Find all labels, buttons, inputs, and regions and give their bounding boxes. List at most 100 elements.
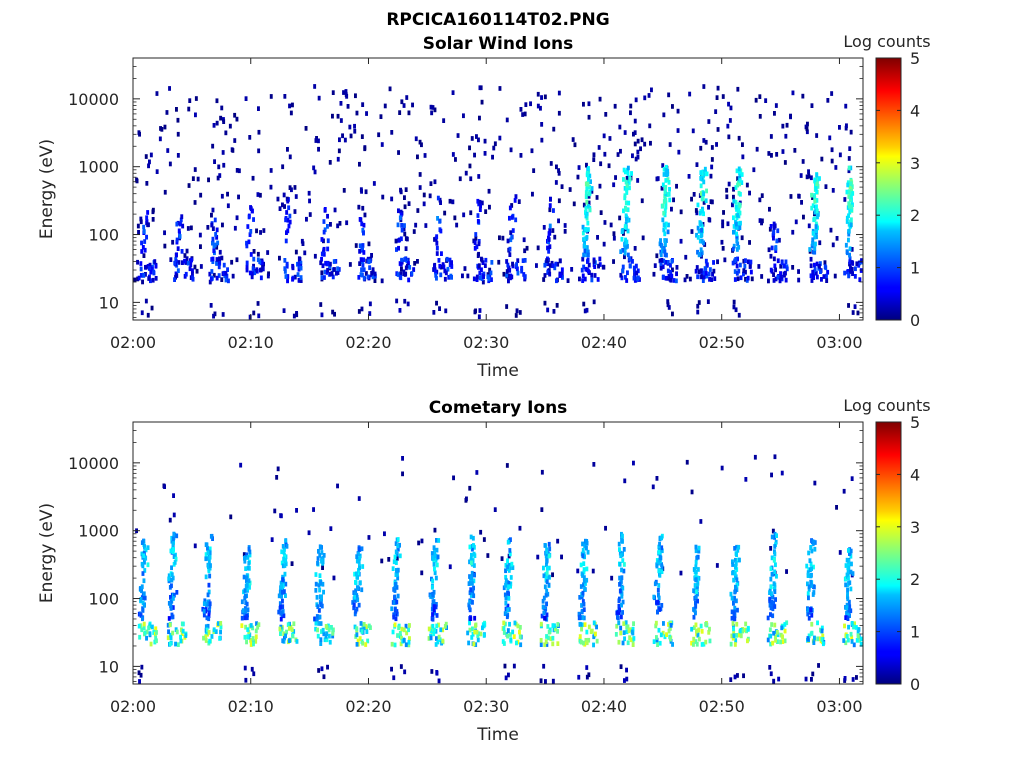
- solar-wind-cell: [362, 257, 365, 263]
- solar-wind-cell: [430, 110, 434, 116]
- solar-wind-cell: [659, 249, 663, 255]
- cometary-cell: [395, 568, 399, 574]
- cometary-cell: [620, 567, 623, 573]
- cometary-cell: [585, 545, 588, 551]
- cometary-cell: [736, 673, 739, 678]
- cometary-cell: [660, 603, 664, 608]
- solar-wind-cell: [442, 118, 446, 123]
- cometary-cell: [474, 642, 478, 647]
- cometary-cell: [542, 663, 546, 669]
- cometary-cell: [207, 568, 211, 574]
- cometary-cell: [578, 621, 582, 627]
- cometary-cell: [279, 513, 283, 518]
- solar-wind-cell: [357, 204, 361, 210]
- cometary-cell: [243, 555, 246, 561]
- cometary-cell: [433, 570, 437, 576]
- solar-wind-cell: [222, 119, 226, 124]
- cometary-cell: [773, 551, 777, 557]
- cometary-cell: [357, 547, 361, 552]
- cometary-cell: [316, 604, 320, 609]
- solar-wind-cell: [479, 85, 483, 91]
- cometary-cell: [813, 546, 817, 552]
- solar-wind-cell: [585, 252, 588, 258]
- solar-wind-cell: [320, 312, 324, 318]
- solar-wind-cell: [749, 269, 753, 275]
- cometary-cell: [240, 615, 244, 621]
- solar-wind-cell: [808, 247, 812, 252]
- solar-wind-cell: [482, 271, 486, 277]
- solar-wind-cell: [281, 202, 284, 208]
- solar-wind-cell: [743, 263, 747, 269]
- solar-wind-cell: [168, 86, 171, 91]
- cometary-cell: [704, 639, 708, 645]
- cometary-cell: [394, 560, 398, 565]
- cometary-cell: [822, 641, 825, 647]
- cometary-cell: [170, 572, 174, 577]
- solar-wind-cell: [404, 187, 408, 192]
- cometary-cell: [437, 538, 441, 543]
- solar-wind-x-tick-label: 02:30: [463, 333, 509, 352]
- cometary-cell: [618, 607, 621, 613]
- solar-wind-cell: [628, 185, 631, 191]
- solar-wind-cell: [583, 248, 587, 254]
- cometary-cell: [772, 630, 776, 636]
- solar-wind-cell: [552, 126, 556, 132]
- solar-wind-cell: [322, 238, 325, 244]
- solar-wind-cell: [815, 234, 818, 240]
- cometary-cell: [278, 601, 282, 606]
- cometary-cell: [504, 574, 508, 580]
- solar-wind-cell: [218, 256, 221, 262]
- solar-wind-cell: [248, 135, 252, 140]
- cometary-cell: [143, 568, 147, 573]
- solar-wind-cell: [186, 226, 190, 231]
- solar-wind-cell: [782, 263, 786, 269]
- solar-wind-cell: [772, 235, 775, 241]
- solar-wind-cell: [174, 259, 178, 264]
- solar-wind-cell: [625, 239, 629, 245]
- solar-wind-cell: [249, 229, 253, 234]
- cometary-cell: [632, 621, 635, 626]
- solar-wind-cell: [483, 151, 487, 156]
- solar-wind-cell: [572, 201, 576, 207]
- solar-wind-cell: [813, 209, 817, 215]
- cometary-cell: [805, 563, 809, 569]
- cometary-cell: [627, 628, 631, 634]
- solar-wind-cell: [360, 134, 364, 139]
- solar-wind-cell: [814, 224, 818, 229]
- cometary-cell: [850, 561, 853, 567]
- cometary-cell: [281, 544, 285, 549]
- solar-wind-cell: [655, 253, 659, 259]
- solar-wind-cell: [666, 229, 670, 235]
- solar-wind-cell: [490, 277, 493, 282]
- cometary-cell: [619, 630, 623, 636]
- cometary-cell: [548, 546, 552, 552]
- solar-wind-cell: [177, 260, 181, 265]
- solar-wind-cell: [557, 110, 561, 116]
- cometary-colorbar-tick-label: 4: [910, 465, 920, 484]
- solar-wind-cell: [820, 277, 823, 282]
- solar-wind-cell: [694, 268, 698, 274]
- solar-wind-cell: [546, 270, 550, 275]
- cometary-cell: [468, 559, 471, 565]
- cometary-cell: [695, 628, 698, 634]
- cometary-cell: [546, 635, 550, 641]
- solar-wind-cell: [248, 232, 252, 237]
- solar-wind-cell: [732, 215, 735, 221]
- solar-wind-cell: [511, 228, 515, 233]
- cometary-cell: [241, 608, 245, 613]
- solar-wind-cell: [847, 168, 851, 174]
- solar-wind-cell: [582, 202, 586, 208]
- solar-wind-cell: [353, 123, 356, 129]
- cometary-cell: [623, 678, 626, 683]
- solar-wind-cell: [215, 227, 219, 233]
- solar-wind-cell: [755, 146, 759, 152]
- solar-wind-cell: [633, 246, 637, 251]
- solar-wind-cell: [213, 217, 217, 223]
- cometary-cell: [140, 664, 144, 670]
- solar-wind-cell: [187, 183, 191, 188]
- solar-wind-cell: [702, 270, 706, 276]
- solar-wind-cell: [784, 259, 788, 265]
- solar-wind-cell: [700, 224, 704, 229]
- cometary-cell: [511, 565, 515, 570]
- solar-wind-cell: [854, 266, 857, 272]
